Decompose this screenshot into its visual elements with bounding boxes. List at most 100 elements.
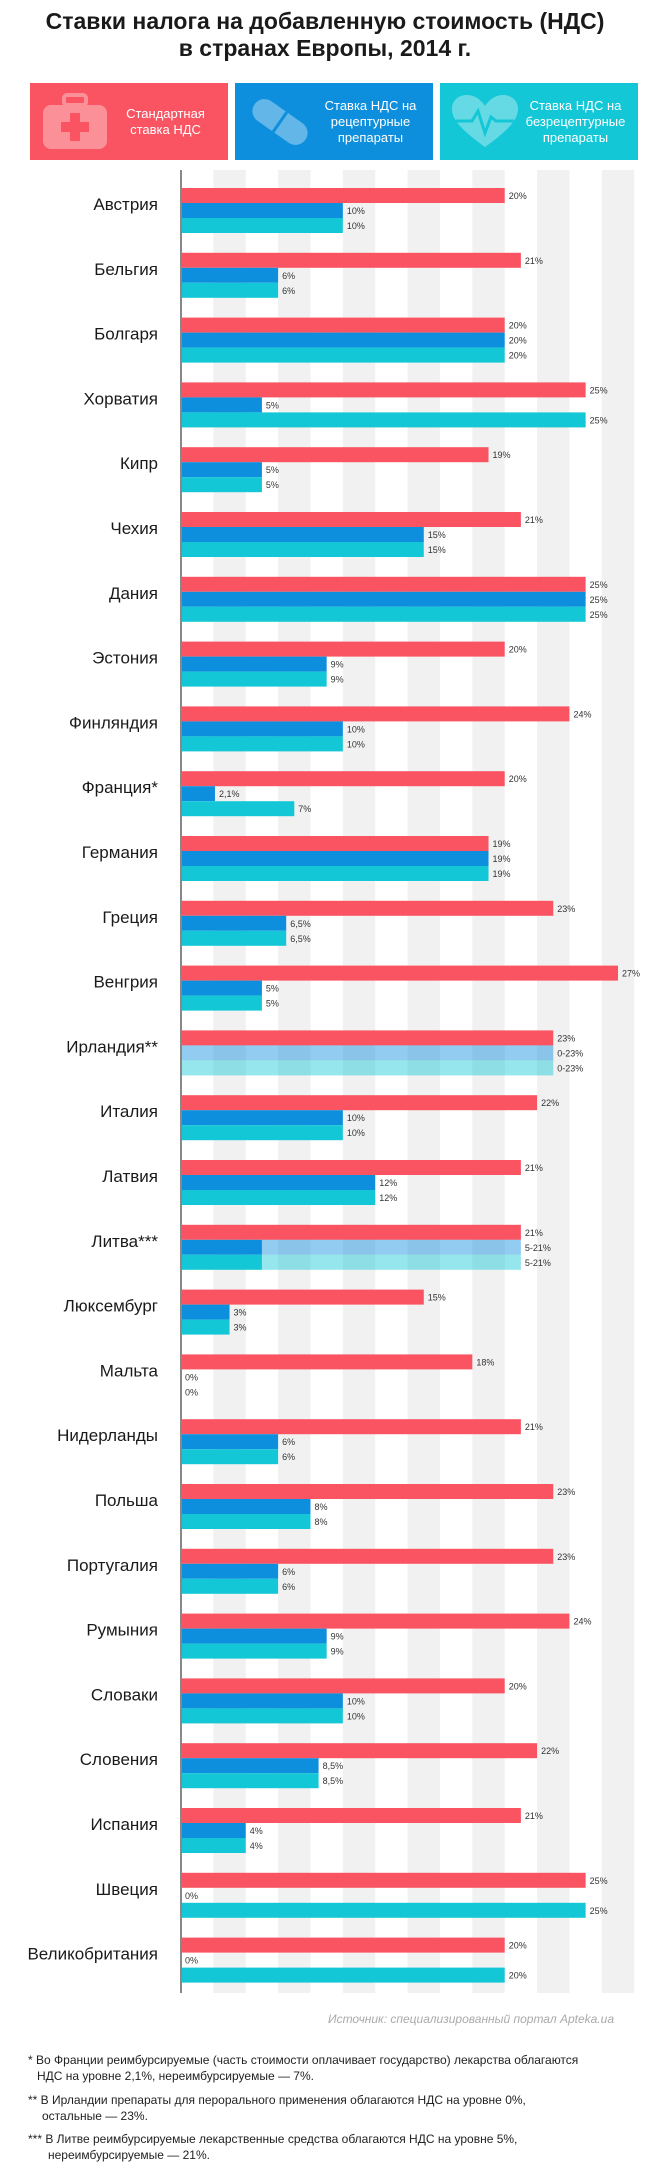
bar (181, 1095, 538, 1111)
bar (181, 1967, 505, 1983)
bar (181, 736, 343, 752)
bar (181, 591, 586, 607)
bar (181, 1304, 230, 1320)
legend-label-standard: Стандартная ставка НДС (126, 105, 205, 137)
bar (181, 656, 327, 672)
bar (181, 930, 287, 946)
bar (181, 1872, 586, 1888)
bar (181, 1499, 311, 1514)
footnote-ireland: ** В Ирландии препараты для перорального… (28, 2092, 628, 2124)
bar (181, 771, 505, 787)
data-label: 19% (493, 854, 511, 864)
bar (181, 282, 279, 298)
data-label: 5% (266, 465, 279, 475)
bar (181, 1693, 343, 1709)
data-label: 0-23% (557, 1063, 583, 1073)
bar (181, 721, 343, 737)
bar (181, 1758, 319, 1774)
data-label: 8% (314, 1502, 327, 1512)
data-label: 5% (266, 999, 279, 1009)
footnote-lithuania-line1: *** В Литве реимбурсируемые лекарственны… (28, 2132, 518, 2146)
data-label: 23% (557, 1487, 575, 1497)
bar (181, 218, 343, 233)
bar (181, 1578, 279, 1594)
bar (181, 1030, 554, 1046)
bar (181, 1354, 473, 1370)
data-label: 20% (509, 336, 527, 346)
data-label: 25% (590, 385, 608, 395)
data-label: 0-23% (557, 1048, 583, 1058)
category-label: Мальта (100, 1361, 159, 1380)
data-label: 23% (557, 1033, 575, 1043)
bar-chart: Австрия 20% 10% 10% Бельгия 21% 6% 6% Болгаря 20%… (27, 170, 640, 1993)
data-label: 25% (590, 595, 608, 605)
data-label: 10% (347, 221, 365, 231)
data-label: 0% (185, 1956, 198, 1966)
bar (181, 995, 262, 1011)
bar (181, 1937, 505, 1953)
data-label: 10% (347, 739, 365, 749)
bar (181, 1838, 246, 1853)
data-label: 0% (185, 1387, 198, 1397)
footnote-france-line1: * Во Франции реимбурсируемые (часть стои… (28, 2053, 579, 2067)
category-label: Болгаря (94, 325, 158, 344)
bar (181, 188, 505, 203)
category-label: Нидерланды (57, 1426, 158, 1445)
data-label: 6% (282, 271, 295, 281)
data-label: 10% (347, 206, 365, 216)
bar (181, 641, 505, 657)
bar (181, 1743, 538, 1759)
category-label: Греция (102, 908, 158, 927)
data-label: 0% (185, 1372, 198, 1382)
data-label: 5% (266, 480, 279, 490)
bar (181, 915, 287, 931)
grid-stripe (537, 170, 570, 1993)
grid-stripe (407, 170, 440, 1993)
data-label: 6% (282, 1437, 295, 1447)
data-label: 15% (428, 545, 446, 555)
legend-label-otc: Ставка НДС на безрецептурные препараты (525, 97, 626, 145)
data-label: 20% (509, 645, 527, 655)
grid-stripe (601, 170, 635, 1993)
bar (181, 1678, 505, 1694)
bar (181, 1773, 319, 1789)
bar (181, 576, 586, 592)
bar (181, 1823, 246, 1838)
bar (181, 203, 343, 218)
category-label: Франция* (82, 778, 159, 797)
category-label: Литва*** (91, 1232, 158, 1251)
legend-label-prescription: Ставка НДС на рецептурные препараты (324, 97, 417, 145)
data-label: 20% (509, 191, 527, 201)
title-line-1: Ставки налога на добавленную стоимость (… (45, 8, 605, 34)
data-label: 6% (282, 286, 295, 296)
bar (181, 1628, 327, 1644)
bar (181, 1319, 230, 1335)
bar (181, 851, 489, 866)
data-label: 12% (379, 1178, 397, 1188)
bar (181, 1708, 343, 1724)
bar-range (181, 1060, 554, 1076)
bar (181, 1613, 570, 1629)
data-label: 21% (525, 256, 543, 266)
first-aid-kit-icon (43, 93, 107, 149)
data-label: 21% (525, 1163, 543, 1173)
bar (181, 786, 215, 802)
bar (181, 1643, 327, 1659)
data-label: 8,5% (323, 1776, 344, 1786)
bar (181, 382, 586, 398)
category-label: Испания (91, 1815, 158, 1834)
category-label: Чехия (110, 519, 158, 538)
bar (181, 1434, 279, 1450)
bar-range (261, 1239, 521, 1255)
bar (181, 527, 424, 542)
data-label: 20% (509, 1681, 527, 1691)
bar-range (181, 1045, 554, 1061)
category-label: Латвия (102, 1167, 158, 1186)
data-label: 19% (493, 839, 511, 849)
data-label: 6% (282, 1567, 295, 1577)
data-label: 6% (282, 1452, 295, 1462)
category-label: Ирландия** (66, 1037, 158, 1056)
bar (181, 267, 279, 283)
bar (181, 965, 618, 981)
heart-pulse-icon (452, 95, 518, 147)
